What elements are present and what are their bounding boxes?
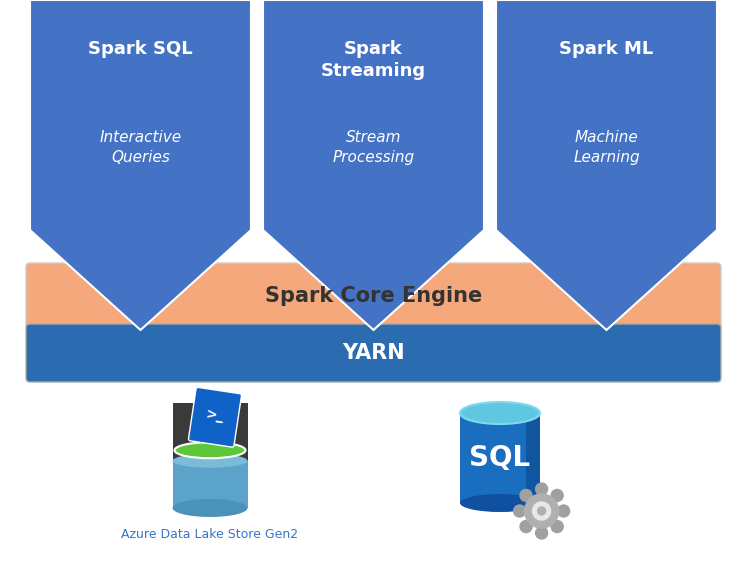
Circle shape: [520, 520, 532, 533]
Bar: [526, 413, 540, 503]
Text: Stream
Processing: Stream Processing: [332, 130, 415, 165]
Text: YARN: YARN: [342, 343, 405, 363]
Text: Azure Data Lake Store Gen2: Azure Data Lake Store Gen2: [122, 528, 299, 541]
FancyBboxPatch shape: [188, 387, 241, 447]
Text: Spark
Streaming: Spark Streaming: [321, 40, 426, 80]
Ellipse shape: [173, 454, 247, 468]
Circle shape: [536, 527, 548, 539]
Circle shape: [524, 494, 559, 528]
FancyBboxPatch shape: [26, 263, 721, 329]
Text: Spark SQL: Spark SQL: [88, 40, 193, 58]
Text: SQL: SQL: [469, 444, 530, 472]
Text: Machine
Learning: Machine Learning: [573, 130, 640, 165]
Text: Spark Core Engine: Spark Core Engine: [265, 286, 482, 306]
Circle shape: [536, 483, 548, 495]
Polygon shape: [496, 0, 717, 330]
Ellipse shape: [175, 442, 246, 458]
Text: >_: >_: [205, 407, 225, 424]
Text: Spark ML: Spark ML: [560, 40, 654, 58]
Circle shape: [557, 505, 570, 517]
Ellipse shape: [460, 494, 540, 512]
Ellipse shape: [173, 499, 247, 517]
Circle shape: [520, 490, 532, 501]
Bar: [173, 461, 247, 508]
Bar: [173, 403, 247, 461]
Circle shape: [514, 505, 526, 517]
Circle shape: [551, 490, 563, 501]
Polygon shape: [30, 0, 251, 330]
Bar: [460, 413, 540, 503]
Circle shape: [533, 502, 551, 520]
Circle shape: [538, 507, 545, 515]
Circle shape: [551, 520, 563, 533]
FancyBboxPatch shape: [26, 324, 721, 382]
Polygon shape: [263, 0, 484, 330]
Ellipse shape: [460, 402, 540, 424]
Text: Interactive
Queries: Interactive Queries: [99, 130, 182, 165]
